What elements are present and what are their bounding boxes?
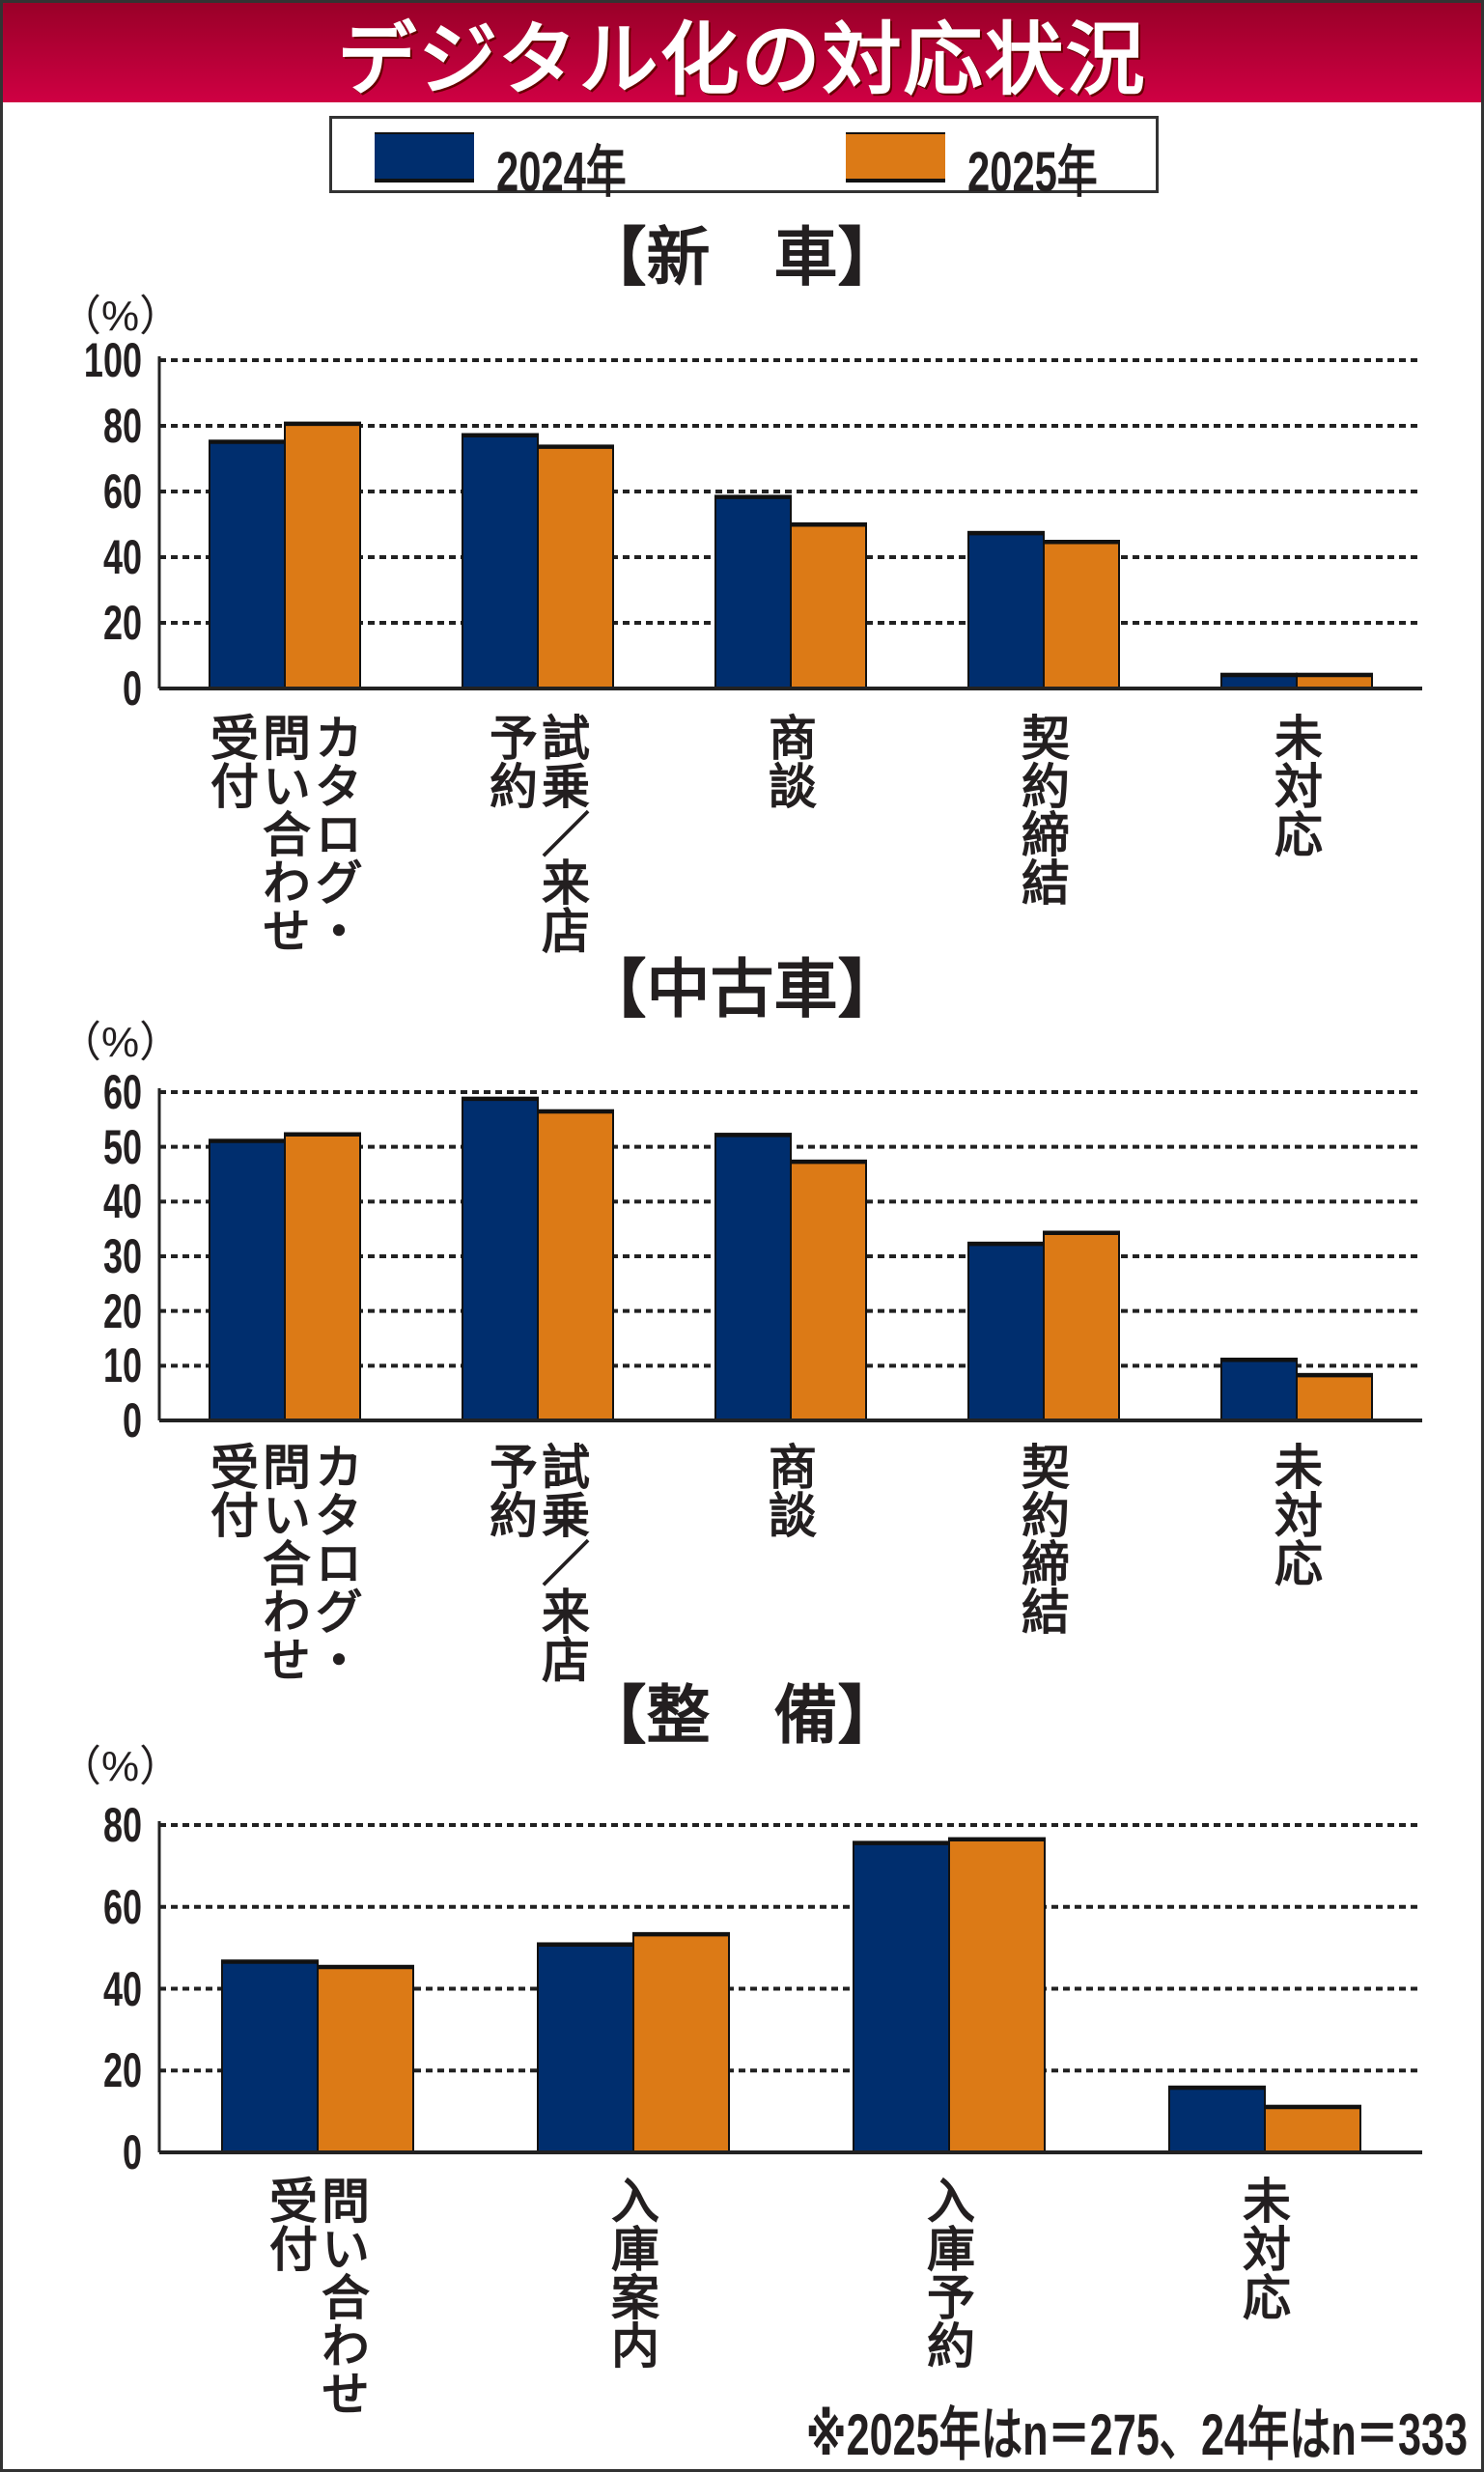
chart-title: 【新 車】 bbox=[582, 221, 902, 293]
x-category-label: 入庫予約 bbox=[920, 2176, 974, 2369]
bar-2024 bbox=[714, 1133, 792, 1421]
x-category-label-line: 未対応 bbox=[1268, 713, 1322, 857]
bar-2025 bbox=[790, 521, 867, 689]
y-tick-label: 100 bbox=[83, 333, 142, 387]
x-category-label-line: 受付 bbox=[263, 2176, 317, 2272]
x-category-label-line: 問い合わせ bbox=[256, 1442, 310, 1683]
y-tick-label: 60 bbox=[102, 1065, 142, 1119]
chart-title: 【中古車】 bbox=[582, 953, 902, 1025]
bar-2025 bbox=[1043, 540, 1120, 689]
x-category-label: 商談 bbox=[762, 713, 816, 809]
x-category-label-line: 入庫案内 bbox=[604, 2176, 658, 2369]
x-category-label-line: 受付 bbox=[204, 1442, 258, 1538]
legend: 2024年 2025年 bbox=[329, 116, 1159, 204]
bar-2024 bbox=[209, 439, 286, 689]
y-tick-label: 40 bbox=[102, 530, 142, 584]
bar-chart-canvas bbox=[157, 356, 1422, 2154]
x-category-label: 契約締結 bbox=[1015, 1442, 1069, 1635]
bar-2025 bbox=[284, 1132, 361, 1421]
x-category-label: 問い合わせ 受付 bbox=[263, 2176, 369, 2417]
bar-2025 bbox=[537, 1109, 614, 1421]
x-category-label-line: 未対応 bbox=[1236, 2176, 1290, 2320]
y-tick-label: 40 bbox=[102, 1174, 142, 1229]
x-category-label-line: 商談 bbox=[762, 713, 816, 809]
x-category-label: 未対応 bbox=[1236, 2176, 1290, 2320]
bar-2024 bbox=[462, 1096, 539, 1421]
y-tick-label: 60 bbox=[102, 1879, 142, 1934]
bar-2024 bbox=[209, 1138, 286, 1422]
x-category-label-line: 試乗／来店 bbox=[535, 1442, 589, 1683]
y-tick-label: 0 bbox=[122, 661, 142, 716]
bar-2025 bbox=[790, 1159, 867, 1422]
bar-2025 bbox=[537, 444, 614, 689]
x-category-label: 試乗／来店 予約 bbox=[483, 713, 589, 954]
x-category-label-line: 契約締結 bbox=[1015, 1442, 1069, 1635]
y-tick-label: 80 bbox=[102, 399, 142, 453]
legend-label-2024: 2024年 bbox=[496, 141, 627, 204]
x-category-label: 未対応 bbox=[1268, 713, 1322, 857]
bar-2024 bbox=[967, 1241, 1045, 1422]
x-category-label-line: 商談 bbox=[762, 1442, 816, 1538]
x-category-label: 契約締結 bbox=[1015, 713, 1069, 906]
bar-2024 bbox=[853, 1840, 950, 2154]
y-tick-label: 30 bbox=[102, 1229, 142, 1283]
y-tick-label: 20 bbox=[102, 596, 142, 650]
legend-label-2025: 2025年 bbox=[967, 141, 1098, 204]
y-tick-label: 20 bbox=[102, 2043, 142, 2098]
x-category-label-line: 入庫予約 bbox=[920, 2176, 974, 2369]
x-category-label-line: 受付 bbox=[204, 713, 258, 809]
y-tick-label: 0 bbox=[122, 1393, 142, 1447]
bar-2025 bbox=[1264, 2104, 1361, 2153]
legend-swatch-2025 bbox=[846, 132, 945, 183]
y-tick-label: 40 bbox=[102, 1961, 142, 2016]
x-category-label: カタログ・ 問い合わせ 受付 bbox=[204, 713, 362, 954]
bar-2025 bbox=[948, 1837, 1046, 2154]
bar-2025 bbox=[1043, 1230, 1120, 1421]
x-category-label-line: 問い合わせ bbox=[315, 2176, 369, 2417]
x-category-label-line: カタログ・ bbox=[308, 1442, 362, 1683]
x-category-label: 試乗／来店 予約 bbox=[483, 1442, 589, 1683]
x-category-label-line: 予約 bbox=[483, 713, 537, 809]
y-tick-label: 80 bbox=[102, 1798, 142, 1852]
y-axis-unit-label: （%） bbox=[59, 1019, 182, 1066]
bar-2024 bbox=[1168, 2085, 1266, 2154]
bar-2024 bbox=[1220, 1357, 1298, 1422]
y-tick-label: 0 bbox=[122, 2125, 142, 2179]
x-category-label-line: カタログ・ bbox=[308, 713, 362, 954]
y-tick-label: 50 bbox=[102, 1119, 142, 1174]
bar-2025 bbox=[632, 1931, 730, 2153]
x-category-label: 入庫案内 bbox=[604, 2176, 658, 2369]
x-category-label: 未対応 bbox=[1268, 1442, 1322, 1587]
x-category-label: 商談 bbox=[762, 1442, 816, 1538]
x-category-label-line: 未対応 bbox=[1268, 1442, 1322, 1587]
y-tick-label: 60 bbox=[102, 464, 142, 519]
x-category-label: カタログ・ 問い合わせ 受付 bbox=[204, 1442, 362, 1683]
y-tick-label: 10 bbox=[102, 1338, 142, 1393]
bar-2024 bbox=[967, 530, 1045, 689]
y-axis-unit-label: （%） bbox=[59, 293, 182, 340]
chart-title: 【整 備】 bbox=[582, 1679, 902, 1751]
bar-2024 bbox=[537, 1942, 634, 2153]
bar-2024 bbox=[462, 433, 539, 689]
x-category-label-line: 試乗／来店 bbox=[535, 713, 589, 954]
legend-swatch-2024 bbox=[375, 132, 474, 183]
y-tick-label: 20 bbox=[102, 1283, 142, 1338]
x-category-label-line: 契約締結 bbox=[1015, 713, 1069, 906]
title-banner: デジタル化の対応状況 bbox=[3, 3, 1481, 104]
page-title: デジタル化の対応状況 bbox=[337, 16, 1147, 104]
x-category-label-line: 予約 bbox=[483, 1442, 537, 1538]
x-category-label-line: 問い合わせ bbox=[256, 713, 310, 954]
footnote: ※2025年はn＝275、24年はn＝333 bbox=[805, 2402, 1468, 2467]
bar-2025 bbox=[1296, 1372, 1373, 1422]
bar-2024 bbox=[221, 1959, 319, 2153]
bar-2024 bbox=[714, 494, 792, 690]
bar-2025 bbox=[317, 1964, 414, 2154]
bar-2025 bbox=[284, 421, 361, 689]
y-axis-unit-label: （%） bbox=[59, 1743, 182, 1790]
